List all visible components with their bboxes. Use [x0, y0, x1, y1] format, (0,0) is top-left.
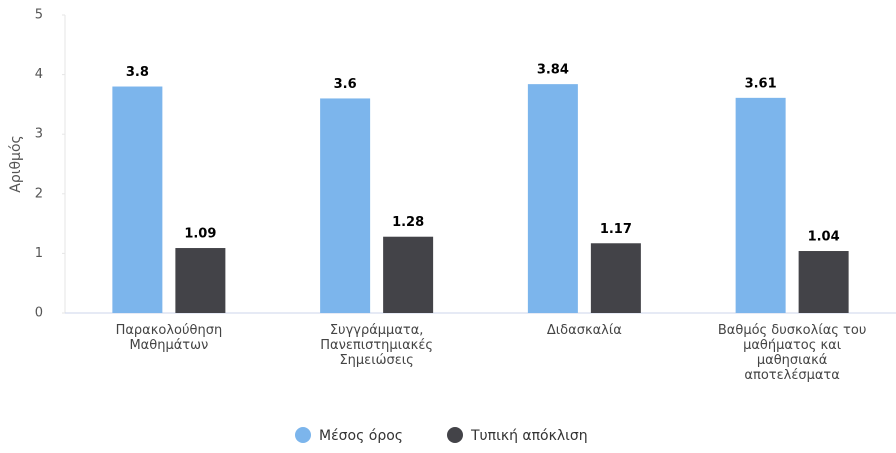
bar	[112, 86, 163, 314]
data-label: 1.09	[184, 227, 216, 242]
legend-marker	[447, 427, 463, 443]
data-label: 3.84	[537, 63, 569, 78]
legend-marker	[295, 427, 311, 443]
y-tick-label: 0	[35, 306, 43, 321]
bar	[590, 243, 641, 313]
data-label: 3.61	[745, 76, 777, 91]
bar	[320, 98, 371, 313]
y-tick-label: 5	[35, 8, 43, 23]
data-label: 1.17	[600, 222, 632, 237]
data-label: 3.6	[334, 77, 357, 92]
bar	[175, 248, 226, 313]
legend-label: Τυπική απόκλιση	[470, 428, 588, 444]
y-axis-label: Αριθμός	[8, 135, 24, 192]
y-tick-label: 3	[35, 127, 43, 142]
data-label: 1.04	[808, 230, 840, 245]
bar	[383, 236, 434, 313]
x-tick-label: Διδασκαλία	[546, 323, 622, 338]
x-tick-label: Παρακολούθηση Μαθημάτων	[115, 323, 223, 353]
y-tick-label: 2	[35, 186, 43, 201]
bar	[798, 251, 849, 313]
y-tick-label: 1	[35, 246, 43, 261]
x-tick-label: Βαθμός δυσκολίας του μαθήματος και μαθησ…	[717, 323, 867, 383]
data-label: 3.8	[126, 65, 149, 80]
y-tick-label: 4	[35, 67, 43, 82]
x-tick-label: Συγγράμματα, Πανεπιστημιακές Σημειώσεις	[320, 323, 433, 368]
data-label: 1.28	[392, 215, 424, 230]
legend-label: Μέσος όρος	[319, 428, 403, 444]
bar	[527, 84, 578, 313]
bar	[735, 97, 786, 314]
